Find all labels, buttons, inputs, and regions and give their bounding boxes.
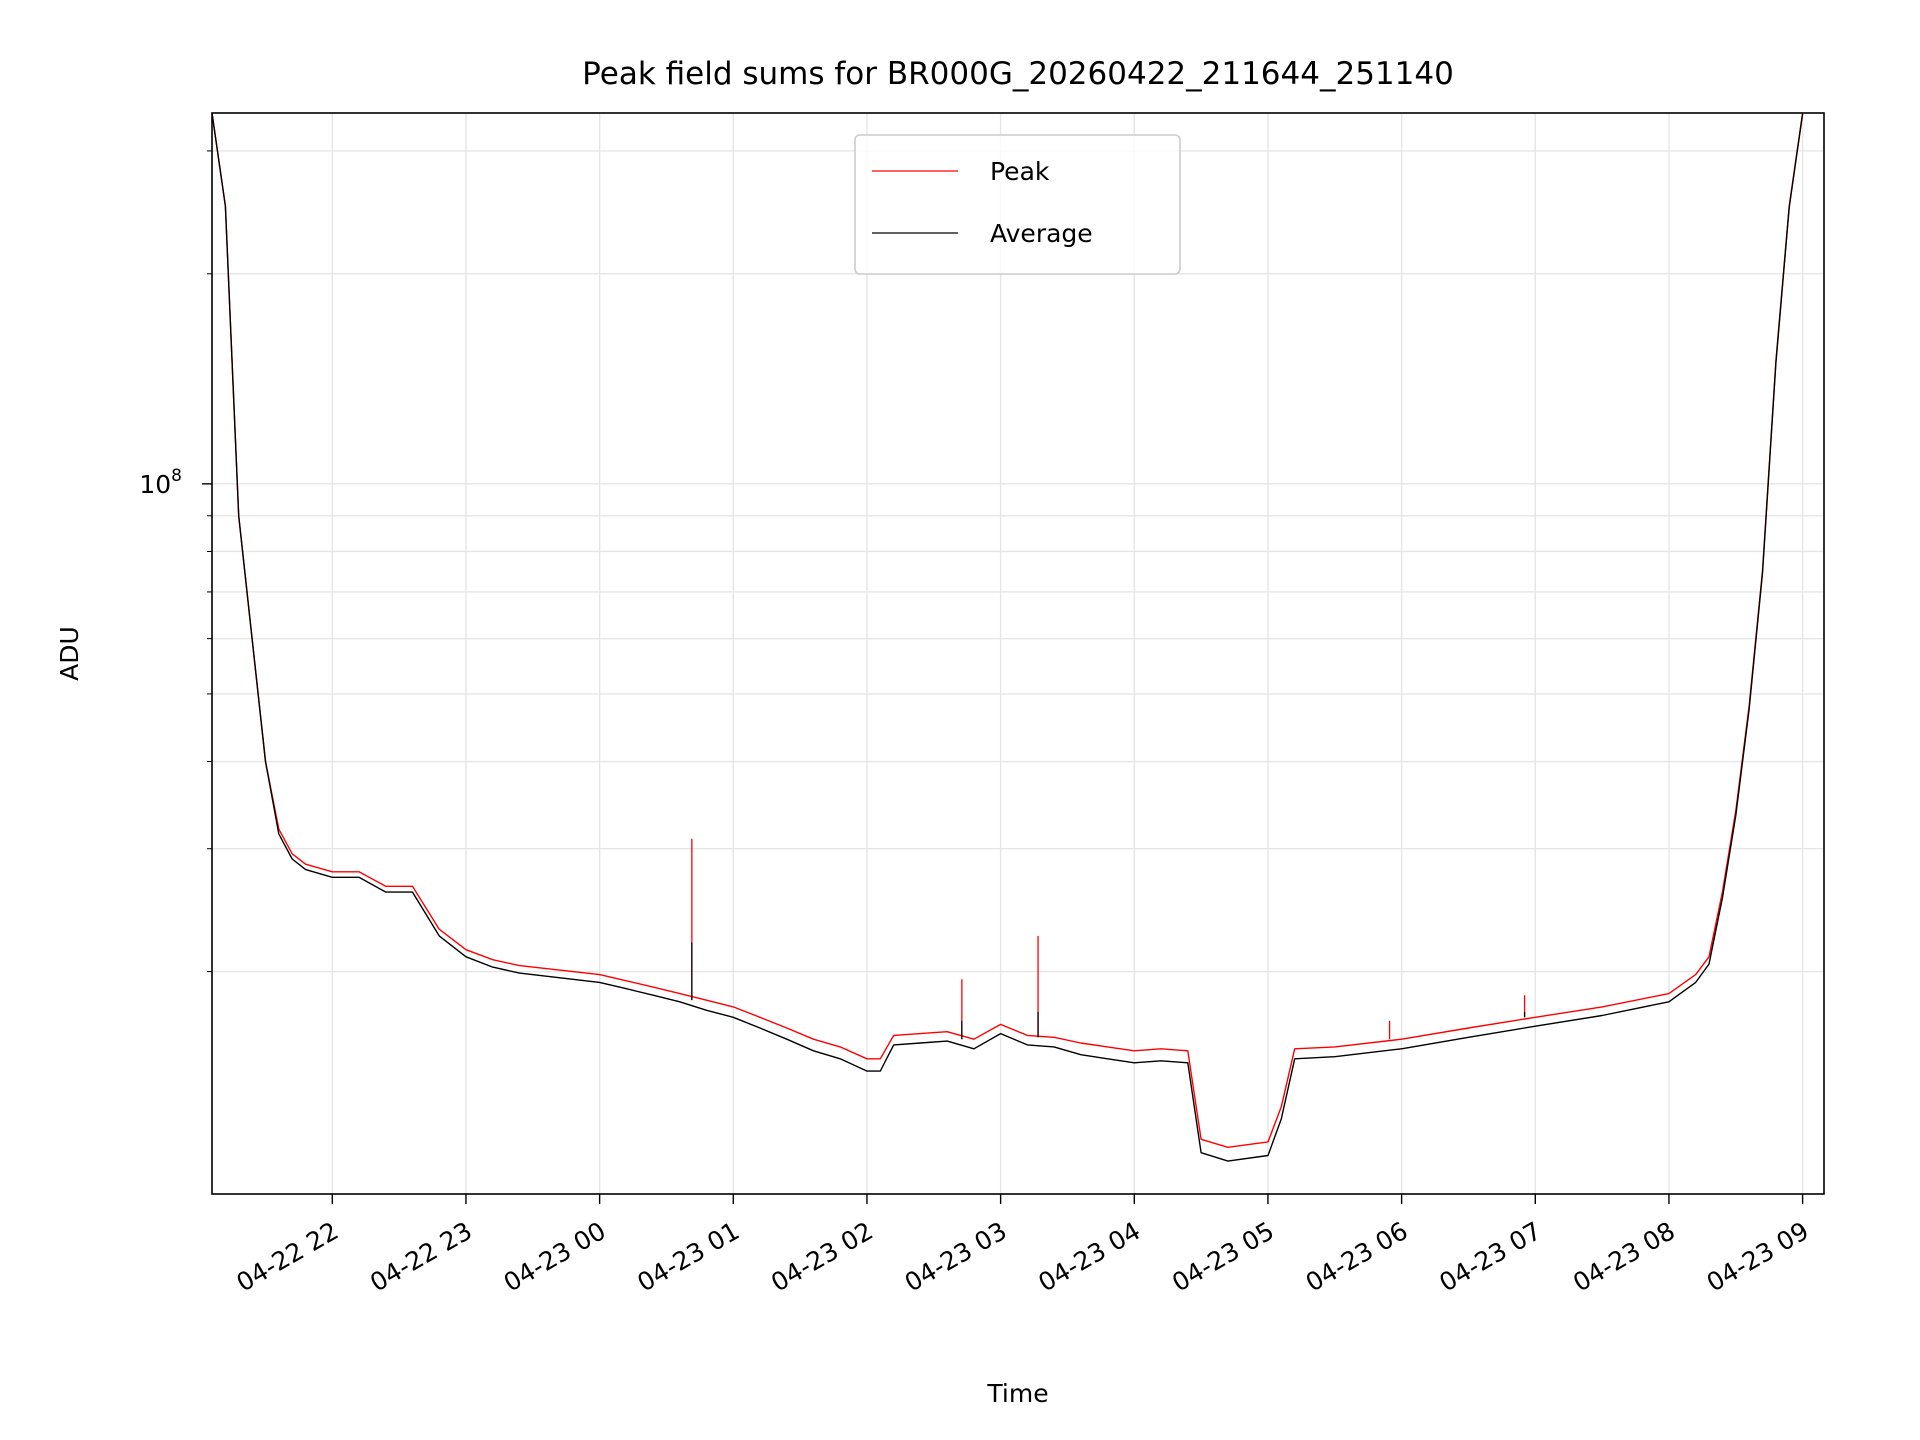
series-line-average [212,113,1804,1162]
legend: Peak Average [854,134,1181,275]
x-axis-label: Time [986,1379,1048,1408]
axes-frame [211,112,1825,1195]
legend-box [854,134,1181,275]
series-layer [212,113,1804,1162]
y-axis-label: ADU [55,626,84,681]
series-line-peak [212,113,1804,1149]
y-tick-label: 108 [139,466,182,499]
legend-label-average: Average [990,219,1093,248]
chart-title: Peak field sums for BR000G_20260422_2116… [582,56,1454,92]
legend-label-peak: Peak [990,157,1050,186]
